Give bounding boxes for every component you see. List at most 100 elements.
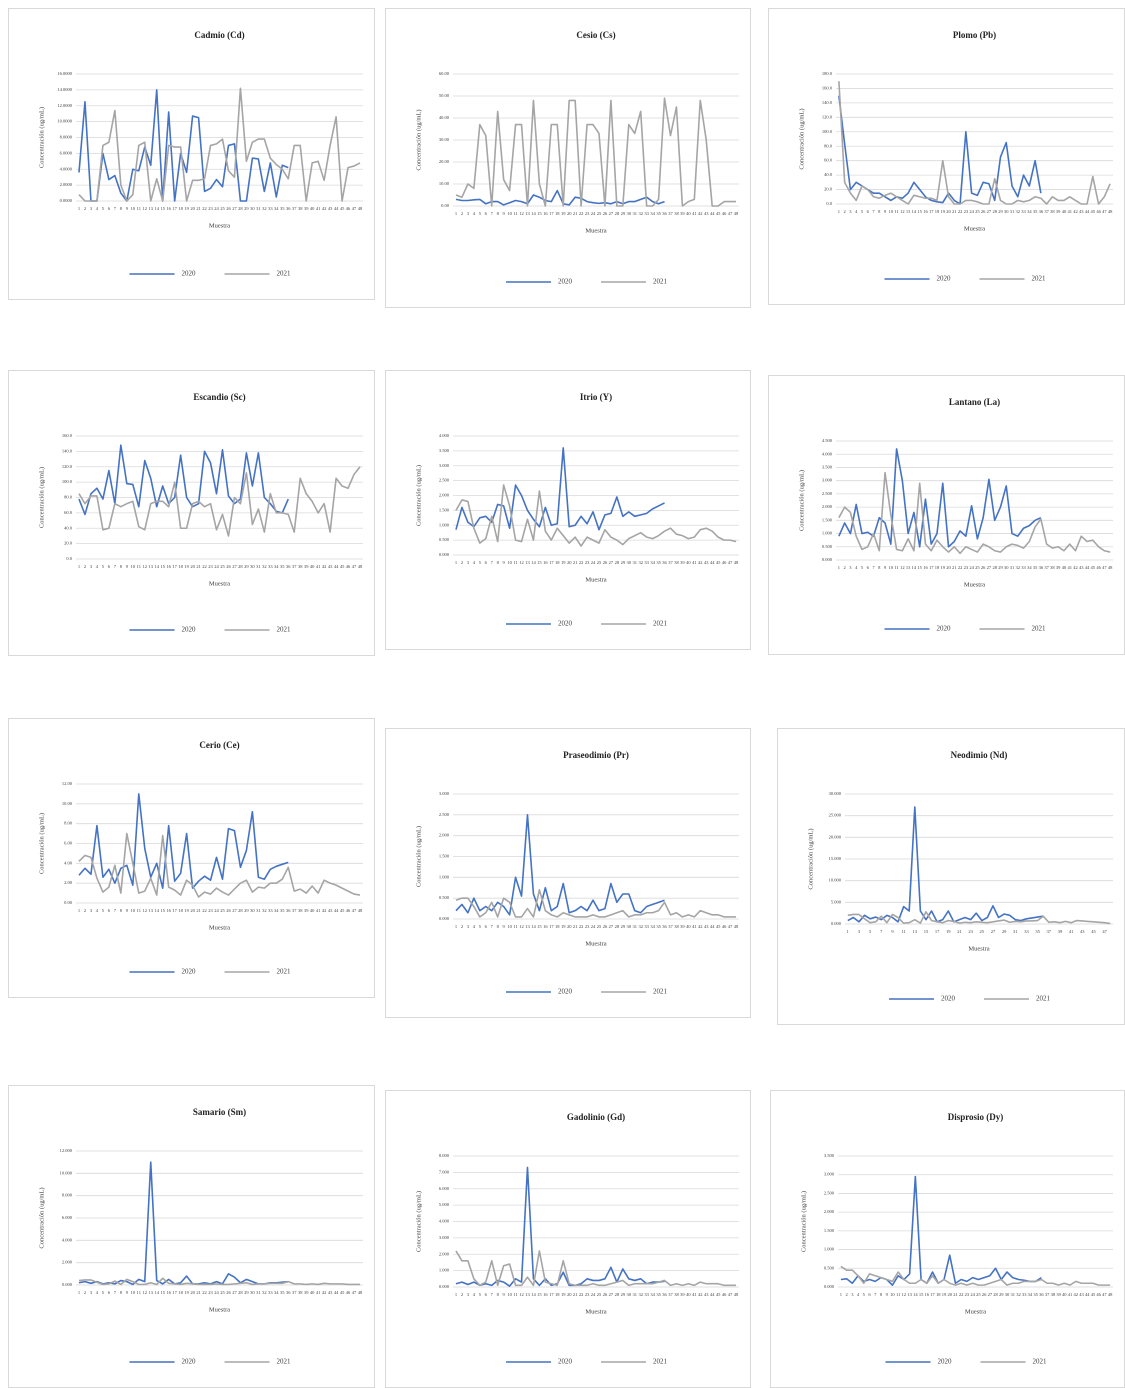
x-tick-label: 18: [178, 564, 183, 569]
y-tick-label: 30.00: [439, 137, 450, 142]
x-tick-label: 24: [591, 211, 596, 216]
x-tick-label: 33: [1021, 209, 1026, 214]
chart-border: [8, 8, 375, 300]
x-tick-label: 15: [537, 924, 542, 929]
x-tick-label: 23: [585, 560, 590, 565]
legend-label: 2021: [653, 278, 668, 286]
x-tick-label: 19: [941, 565, 946, 570]
y-tick-label: 1.000: [439, 874, 450, 879]
x-tick-label: 10: [131, 908, 136, 913]
x-axis-label: Muestra: [585, 227, 606, 234]
x-tick-label: 9: [884, 209, 887, 214]
x-tick-label: 11: [137, 1290, 141, 1295]
x-tick-label: 43: [704, 560, 709, 565]
chart: Escandio (Sc) Concentración (ug/mL) Muestr…: [8, 370, 375, 656]
x-tick-label: 17: [929, 565, 934, 570]
x-tick-label: 47: [728, 560, 733, 565]
x-axis-label: Muestra: [964, 581, 985, 588]
x-tick-label: 2: [84, 908, 86, 913]
x-tick-label: 11: [513, 924, 517, 929]
x-tick-label: 31: [1010, 565, 1015, 570]
x-tick-label: 16: [166, 908, 171, 913]
y-tick-label: 2.000: [824, 1209, 835, 1214]
x-tick-label: 3: [467, 211, 470, 216]
y-tick-label: 14.0000: [57, 87, 72, 92]
x-tick-label: 48: [734, 924, 739, 929]
x-tick-label: 5: [479, 924, 482, 929]
x-tick-label: 48: [734, 1292, 739, 1297]
y-tick-label: 80.0: [824, 143, 833, 148]
x-tick-label: 37: [668, 560, 673, 565]
y-tick-label: 3.000: [439, 791, 450, 796]
x-tick-label: 4: [96, 564, 99, 569]
x-tick-label: 17: [549, 560, 554, 565]
chart: Itrio (Y) Concentración (ug/mL) Muestra 0.0…: [385, 370, 751, 650]
x-tick-label: 24: [214, 564, 219, 569]
chart-border: [385, 728, 751, 1018]
y-tick-label: 160.0: [62, 433, 73, 438]
x-tick-label: 1: [78, 1290, 80, 1295]
x-tick-label: 23: [965, 1292, 970, 1297]
x-tick-label: 34: [274, 908, 279, 913]
x-tick-label: 11: [513, 211, 517, 216]
x-tick-label: 39: [1056, 565, 1061, 570]
x-tick-label: 4: [96, 206, 99, 211]
x-tick-label: 38: [298, 206, 303, 211]
x-tick-label: 44: [334, 908, 339, 913]
x-tick-label: 10: [507, 211, 512, 216]
x-tick-label: 37: [668, 211, 673, 216]
y-tick-label: 0.500: [439, 537, 450, 542]
x-tick-label: 40: [310, 206, 315, 211]
y-tick-label: 12.000: [60, 1148, 73, 1153]
x-tick-label: 26: [603, 1292, 608, 1297]
x-tick-label: 22: [202, 1290, 207, 1295]
x-tick-label: 44: [1085, 1292, 1090, 1297]
x-tick-label: 25: [597, 560, 602, 565]
chart-title: Cadmio (Cd): [194, 30, 244, 40]
chart: Gadolinio (Gd) Concentración (ug/mL) Muest…: [385, 1090, 751, 1388]
x-tick-label: 27: [987, 209, 992, 214]
x-tick-label: 30: [250, 564, 255, 569]
x-tick-label: 38: [674, 1292, 679, 1297]
x-tick-label: 31: [1013, 929, 1018, 934]
x-tick-label: 28: [615, 1292, 620, 1297]
x-tick-label: 32: [1016, 209, 1021, 214]
x-tick-label: 29: [244, 908, 249, 913]
x-tick-label: 18: [555, 211, 560, 216]
x-tick-label: 44: [1085, 565, 1090, 570]
chart-border: [385, 1090, 751, 1388]
x-tick-label: 34: [1027, 209, 1032, 214]
y-tick-label: 0.000: [439, 552, 450, 557]
y-tick-label: 80.0: [64, 495, 73, 500]
y-tick-label: 1.000: [822, 531, 833, 536]
y-tick-label: 16.0000: [57, 71, 72, 76]
x-tick-label: 9: [503, 1292, 506, 1297]
x-tick-label: 42: [698, 924, 703, 929]
x-tick-label: 40: [686, 1292, 691, 1297]
chart-border: [768, 8, 1125, 305]
chart-title: Samario (Sm): [193, 1107, 246, 1117]
legend-label: 2020: [941, 995, 956, 1003]
x-tick-label: 14: [154, 1290, 159, 1295]
y-axis-label: Concentración (ug/mL): [38, 107, 45, 168]
x-tick-label: 20: [190, 564, 195, 569]
x-tick-label: 1: [838, 209, 840, 214]
x-tick-label: 15: [924, 929, 929, 934]
chart-border: [768, 375, 1125, 655]
x-tick-label: 27: [609, 560, 614, 565]
x-tick-label: 29: [621, 560, 626, 565]
x-tick-label: 37: [292, 564, 297, 569]
y-tick-label: 10.000: [829, 878, 842, 883]
x-tick-label: 23: [208, 1290, 213, 1295]
x-tick-label: 6: [485, 211, 488, 216]
x-tick-label: 7: [114, 206, 117, 211]
legend-label: 2020: [182, 270, 197, 278]
x-tick-label: 15: [160, 206, 165, 211]
legend-label: 2020: [182, 968, 197, 976]
x-tick-label: 29: [998, 565, 1003, 570]
y-tick-label: 0.000: [439, 1284, 450, 1289]
x-tick-label: 48: [358, 206, 363, 211]
x-tick-label: 43: [704, 1292, 709, 1297]
x-tick-label: 2: [461, 1292, 463, 1297]
x-axis-label: Muestra: [209, 222, 230, 229]
